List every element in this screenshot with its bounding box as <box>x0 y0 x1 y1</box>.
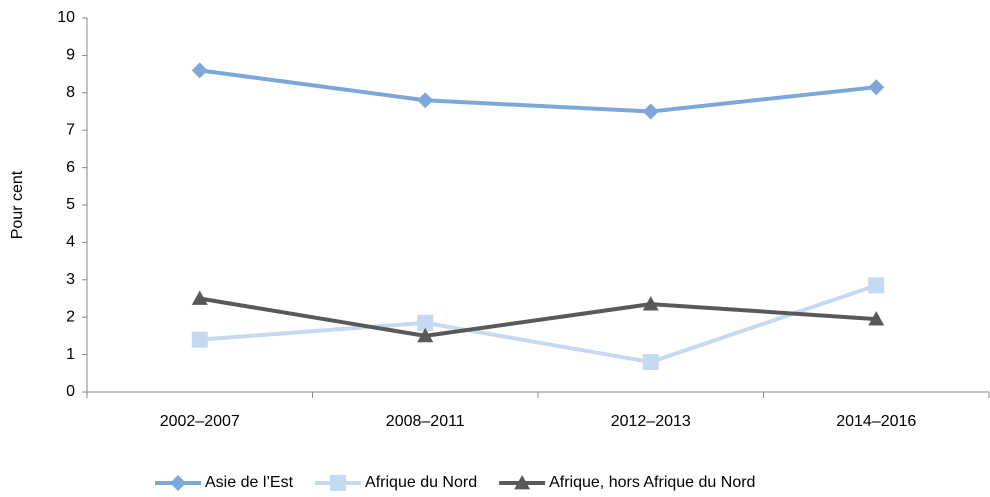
y-tick-label: 9 <box>66 47 75 64</box>
point <box>642 296 659 311</box>
point <box>642 354 659 371</box>
y-tick-label: 10 <box>57 9 75 26</box>
x-tick-label: 2014–2016 <box>836 413 916 430</box>
x-tick-label: 2002–2007 <box>160 413 240 430</box>
legend-marker <box>330 475 347 491</box>
y-tick-label: 4 <box>66 234 75 251</box>
series-line <box>199 68 877 114</box>
y-tick-label: 7 <box>66 121 75 138</box>
point <box>868 277 885 294</box>
y-tick-label: 3 <box>66 271 75 288</box>
legend-label: Afrique du Nord <box>365 474 477 491</box>
point <box>191 62 208 79</box>
y-tick-label: 0 <box>66 383 75 400</box>
legend-marker <box>170 475 186 491</box>
x-tick-label: 2008–2011 <box>386 413 465 430</box>
series-line <box>199 283 877 365</box>
point <box>642 103 659 120</box>
legend-label: Afrique, hors Afrique du Nord <box>549 474 755 491</box>
point <box>417 92 434 109</box>
y-tick-label: 1 <box>66 346 75 363</box>
point <box>191 290 208 305</box>
point <box>868 311 885 326</box>
point <box>417 314 434 331</box>
point <box>868 79 885 96</box>
x-tick-label: 2012–2013 <box>611 413 691 430</box>
y-axis-label: Pour cent <box>9 170 26 239</box>
y-tick-label: 6 <box>66 159 75 176</box>
legend-marker <box>514 475 531 490</box>
y-tick-label: 8 <box>66 84 75 101</box>
point <box>417 327 434 343</box>
series-line <box>199 296 877 338</box>
y-tick-label: 5 <box>66 196 75 213</box>
point <box>191 331 208 348</box>
y-tick-label: 2 <box>66 308 75 325</box>
legend-label: Asie de l’Est <box>205 474 294 491</box>
